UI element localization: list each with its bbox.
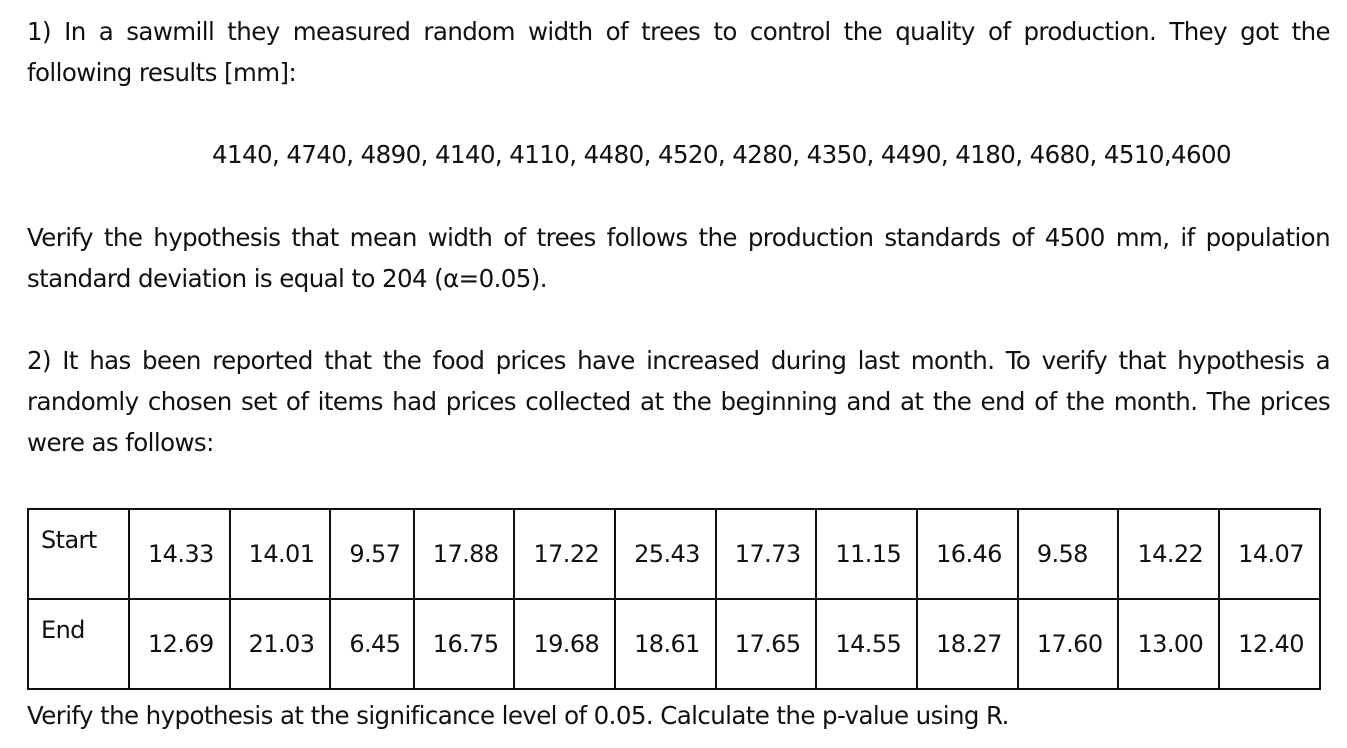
start-price-10: 9.58	[1016, 508, 1120, 600]
problem-2-intro: 2) It has been reported that the food pr…	[27, 346, 1331, 457]
end-price-2: 21.03	[228, 598, 332, 690]
start-price-1: 14.33	[128, 508, 231, 600]
end-price-7: 17.65	[714, 598, 818, 690]
problem-1-question: Verify the hypothesis that mean width of…	[27, 223, 1331, 293]
tree-width-data: 4140, 4740, 4890, 4140, 4110, 4480, 4520…	[212, 140, 1232, 169]
end-label: End	[27, 598, 130, 690]
end-price-10: 17.60	[1016, 598, 1120, 690]
end-price-11: 13.00	[1117, 598, 1221, 690]
prices-table: Start 14.33 14.01 9.57 17.88 17.22 25.43…	[27, 508, 1321, 690]
end-price-8: 14.55	[815, 598, 919, 690]
start-price-2: 14.01	[228, 508, 332, 600]
end-price-5: 19.68	[513, 598, 617, 690]
start-price-5: 17.22	[513, 508, 617, 600]
end-price-6: 18.61	[614, 598, 717, 690]
start-row: Start 14.33 14.01 9.57 17.88 17.22 25.43…	[27, 508, 1321, 600]
problem-1-intro: 1) In a sawmill they measured random wid…	[27, 17, 1331, 87]
start-price-6: 25.43	[614, 508, 717, 600]
start-price-9: 16.46	[916, 508, 1019, 600]
end-price-12: 12.40	[1218, 598, 1321, 690]
start-price-12: 14.07	[1218, 508, 1321, 600]
end-price-9: 18.27	[916, 598, 1019, 690]
problem-2-question: Verify the hypothesis at the significanc…	[27, 701, 1009, 730]
start-price-8: 11.15	[815, 508, 919, 600]
start-price-4: 17.88	[412, 508, 516, 600]
start-price-7: 17.73	[714, 508, 818, 600]
end-price-1: 12.69	[128, 598, 231, 690]
start-price-3: 9.57	[329, 508, 415, 600]
end-price-4: 16.75	[412, 598, 516, 690]
end-price-3: 6.45	[329, 598, 415, 690]
end-row: End 12.69 21.03 6.45 16.75 19.68 18.61 1…	[27, 598, 1321, 690]
start-label: Start	[27, 508, 130, 600]
start-price-11: 14.22	[1117, 508, 1221, 600]
